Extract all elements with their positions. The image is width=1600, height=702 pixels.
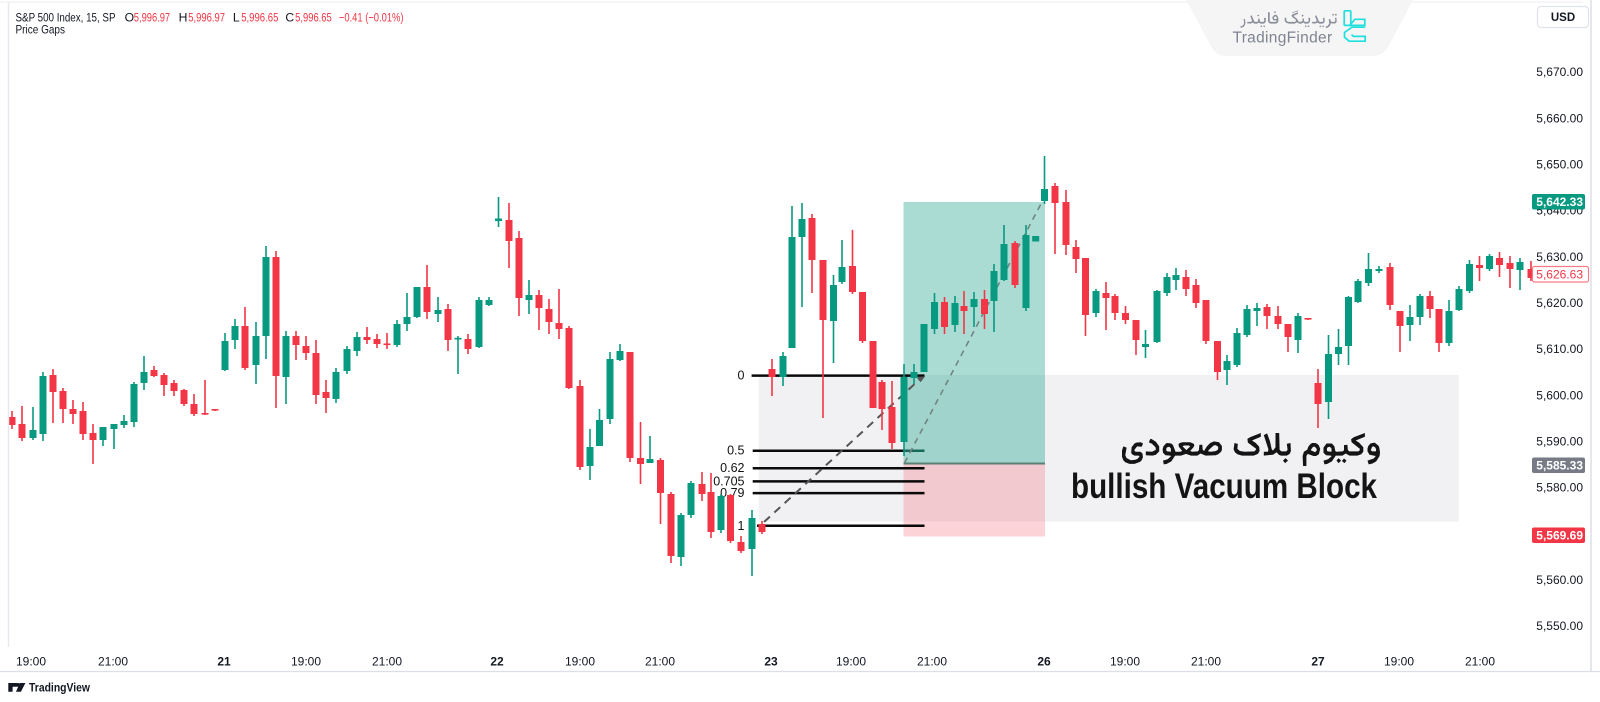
svg-text:0.62: 0.62	[720, 461, 744, 475]
svg-text:5,650.00: 5,650.00	[1536, 158, 1583, 172]
svg-text:5,670.00: 5,670.00	[1536, 65, 1583, 79]
svg-text:26: 26	[1037, 655, 1051, 669]
svg-text:5,630.00: 5,630.00	[1536, 250, 1583, 264]
svg-text:19:00: 19:00	[565, 655, 595, 669]
svg-text:5,996.97: 5,996.97	[188, 10, 225, 24]
svg-text:5,550.00: 5,550.00	[1536, 619, 1583, 633]
svg-text:1: 1	[738, 519, 745, 533]
svg-text:5,610.00: 5,610.00	[1536, 342, 1583, 356]
svg-text:19:00: 19:00	[16, 655, 46, 669]
svg-text:21:00: 21:00	[1465, 655, 1495, 669]
svg-text:bullish Vacuum Block: bullish Vacuum Block	[1071, 467, 1377, 506]
svg-text:21:00: 21:00	[98, 655, 128, 669]
svg-text:22: 22	[490, 655, 504, 669]
svg-text:19:00: 19:00	[836, 655, 866, 669]
svg-text:0.5: 0.5	[727, 444, 744, 458]
svg-text:H: H	[179, 10, 188, 24]
svg-text:O: O	[125, 10, 134, 24]
svg-text:5,585.33: 5,585.33	[1536, 459, 1583, 473]
svg-text:C: C	[285, 10, 294, 24]
svg-text:19:00: 19:00	[1384, 655, 1414, 669]
svg-text:L: L	[233, 10, 240, 24]
svg-text:5,590.00: 5,590.00	[1536, 435, 1583, 449]
svg-text:21:00: 21:00	[1191, 655, 1221, 669]
svg-text:5,996.65: 5,996.65	[241, 10, 278, 24]
svg-text:0.705: 0.705	[713, 474, 744, 488]
svg-text:0: 0	[738, 369, 745, 383]
svg-text:5,569.69: 5,569.69	[1536, 529, 1583, 543]
svg-text:5,600.00: 5,600.00	[1536, 388, 1583, 402]
svg-text:0.79: 0.79	[720, 486, 744, 500]
svg-text:TradingFinder: TradingFinder	[1233, 29, 1333, 46]
svg-text:5,996.65: 5,996.65	[295, 10, 332, 24]
svg-text:USD: USD	[1551, 12, 1575, 24]
svg-text:TradingView: TradingView	[29, 683, 90, 695]
svg-text:S&P 500 Index, 15, SP: S&P 500 Index, 15, SP	[16, 10, 116, 24]
svg-text:5,642.33: 5,642.33	[1536, 195, 1583, 209]
svg-text:5,620.00: 5,620.00	[1536, 296, 1583, 310]
svg-text:27: 27	[1311, 655, 1325, 669]
svg-text:5,660.00: 5,660.00	[1536, 111, 1583, 125]
svg-text:19:00: 19:00	[291, 655, 321, 669]
svg-text:21: 21	[217, 655, 231, 669]
svg-text:21:00: 21:00	[917, 655, 947, 669]
svg-text:Price Gaps: Price Gaps	[16, 22, 66, 36]
svg-text:23: 23	[764, 655, 778, 669]
svg-text:5,560.00: 5,560.00	[1536, 573, 1583, 587]
svg-text:−0.41 (−0.01%): −0.41 (−0.01%)	[339, 10, 404, 24]
svg-text:21:00: 21:00	[372, 655, 402, 669]
svg-text:5,996.97: 5,996.97	[134, 10, 170, 24]
svg-text:19:00: 19:00	[1110, 655, 1140, 669]
svg-text:5,626.63: 5,626.63	[1536, 268, 1583, 282]
svg-text:5,580.00: 5,580.00	[1536, 481, 1583, 495]
svg-text:21:00: 21:00	[645, 655, 675, 669]
